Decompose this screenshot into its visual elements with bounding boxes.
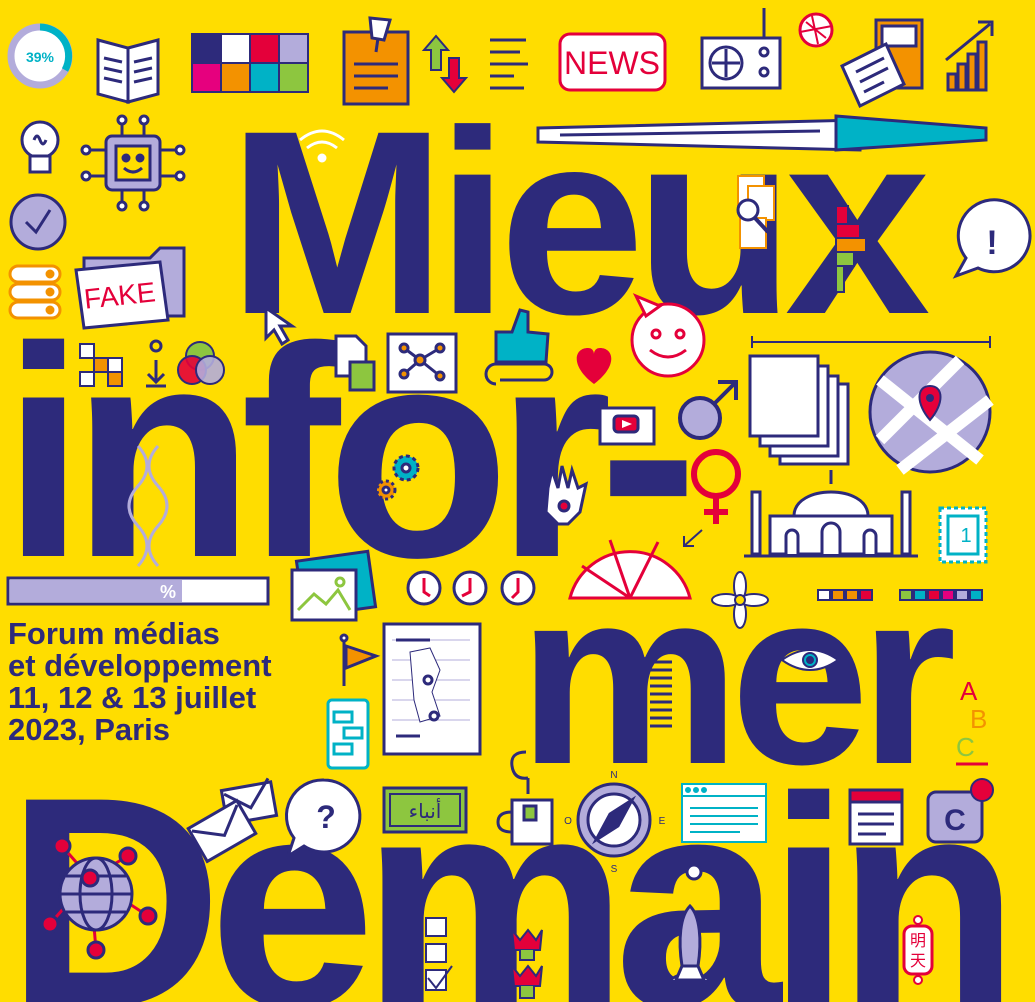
dna-icon	[127, 444, 169, 568]
cursor-icon	[264, 305, 297, 347]
exclamation-label: !	[986, 224, 997, 262]
calendar-icon	[848, 788, 904, 846]
rocket-icon	[669, 863, 711, 982]
pinned-note-icon	[342, 16, 410, 106]
event-subtitle: et développement	[8, 648, 272, 683]
verified-badge-icon	[9, 193, 67, 251]
stamp-icon: 1	[938, 506, 988, 564]
map-pin-icon	[868, 350, 994, 475]
checklist-icon	[425, 917, 453, 991]
radio-icon	[700, 8, 782, 90]
book-icon	[96, 38, 160, 104]
compass-n: N	[610, 770, 617, 781]
stamp-label: 1	[960, 525, 971, 547]
pen-icon	[536, 114, 988, 152]
text-lines-icon	[490, 38, 528, 90]
question-label: ?	[316, 799, 336, 835]
download-icon	[146, 339, 166, 388]
color-grid-icon	[191, 33, 309, 93]
news-sign-icon: NEWS	[558, 32, 667, 92]
globe-icon	[40, 836, 158, 960]
percent-label: %	[160, 582, 176, 602]
clocks-icon	[406, 570, 536, 606]
compass-s: S	[611, 864, 618, 875]
arabic-label: أنباء	[409, 798, 442, 823]
mug-icon	[496, 750, 554, 846]
progress-bar-icon: %	[6, 576, 270, 606]
flower-icon	[711, 571, 769, 629]
image-icon	[290, 549, 378, 622]
compass-e: E	[659, 816, 666, 827]
event-dates: 11, 12 & 13 juillet	[8, 680, 257, 715]
hamsa-icon	[544, 464, 589, 526]
badge-icon	[798, 12, 834, 48]
fake-folder-icon: FAKE	[74, 246, 186, 330]
letter-a: A	[960, 676, 978, 706]
abc-icon: A B C	[956, 676, 988, 766]
swatches-icon	[817, 589, 983, 601]
exclamation-bubble-icon: !	[952, 198, 1032, 279]
event-info: Forum médias et développement 11, 12 & 1…	[8, 618, 272, 746]
copyright-icon: C	[926, 778, 994, 844]
compass-o: O	[564, 816, 572, 827]
map-document-icon	[382, 622, 482, 756]
smiley-bubble-icon	[630, 293, 706, 378]
stacked-blocks-icon	[835, 205, 867, 293]
arrow-icon	[683, 529, 703, 547]
chinese-lantern-icon: 明 天	[902, 915, 934, 985]
letter-b: B	[970, 704, 987, 734]
question-bubble-icon: ?	[284, 778, 362, 860]
rule-icon	[751, 336, 991, 348]
taj-mahal-icon	[744, 470, 918, 558]
pixels-icon	[79, 343, 123, 387]
text-column-icon	[650, 660, 672, 728]
robot-chip-icon	[80, 114, 186, 212]
thumbs-up-icon	[494, 308, 550, 364]
news-label: NEWS	[564, 45, 660, 81]
chat-phone-icon	[326, 698, 370, 770]
lightbulb-icon	[20, 120, 60, 174]
progress-ring-icon: 39%	[7, 23, 73, 89]
progress-ring-label: 39%	[26, 49, 55, 65]
eye-icon	[780, 649, 840, 671]
wifi-icon	[299, 129, 345, 163]
database-icon	[8, 264, 62, 320]
paperclip-icon	[484, 362, 554, 386]
arabic-sign-icon: أنباء	[382, 786, 468, 834]
gauge-icon	[568, 539, 692, 600]
file-icon	[334, 334, 376, 392]
newspaper-icon	[840, 18, 924, 109]
female-symbol-icon	[691, 449, 741, 524]
network-icon	[386, 332, 458, 394]
tulips-icon	[510, 926, 543, 999]
event-place: 2023, Paris	[8, 712, 171, 747]
color-circles-icon	[177, 341, 225, 385]
paper-stack-icon	[748, 354, 850, 466]
male-symbol-icon	[678, 380, 738, 440]
copyright-label: C	[944, 804, 966, 837]
flag-icon	[339, 633, 381, 686]
documents-search-icon	[736, 175, 775, 249]
heart-icon	[576, 348, 612, 384]
up-down-arrows-icon	[421, 34, 469, 94]
event-title: Forum médias	[8, 616, 220, 651]
gears-icon	[375, 454, 420, 501]
compass-icon: N O E S	[564, 770, 666, 875]
lantern-char-1: 明	[910, 931, 926, 950]
video-icon	[598, 406, 656, 446]
lantern-char-2: 天	[910, 951, 926, 970]
browser-icon	[681, 783, 767, 843]
growth-chart-icon	[945, 20, 994, 92]
letter-c: C	[956, 732, 975, 762]
envelopes-icon	[186, 777, 279, 864]
fake-label: FAKE	[83, 276, 157, 314]
